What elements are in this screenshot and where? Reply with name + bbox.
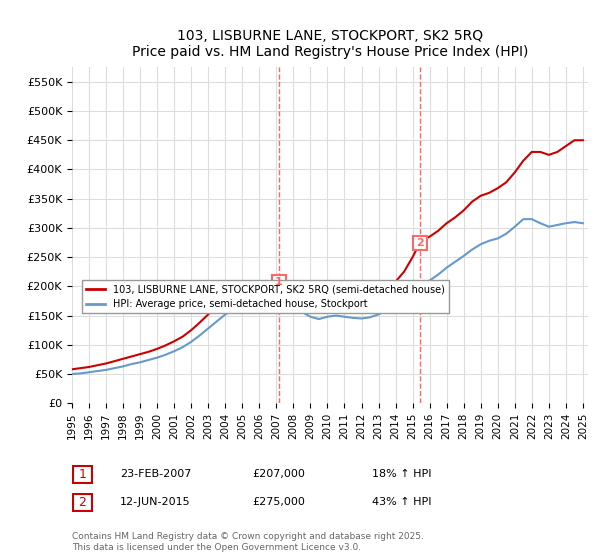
Text: Contains HM Land Registry data © Crown copyright and database right 2025.
This d: Contains HM Land Registry data © Crown c… [72, 532, 424, 552]
Title: 103, LISBURNE LANE, STOCKPORT, SK2 5RQ
Price paid vs. HM Land Registry's House P: 103, LISBURNE LANE, STOCKPORT, SK2 5RQ P… [132, 29, 528, 59]
Text: 43% ↑ HPI: 43% ↑ HPI [372, 497, 431, 507]
Text: 18% ↑ HPI: 18% ↑ HPI [372, 469, 431, 479]
FancyBboxPatch shape [73, 494, 92, 511]
Text: 23-FEB-2007: 23-FEB-2007 [120, 469, 191, 479]
Text: 1: 1 [79, 468, 86, 481]
Legend: 103, LISBURNE LANE, STOCKPORT, SK2 5RQ (semi-detached house), HPI: Average price: 103, LISBURNE LANE, STOCKPORT, SK2 5RQ (… [82, 281, 449, 313]
Text: £207,000: £207,000 [252, 469, 305, 479]
Text: £275,000: £275,000 [252, 497, 305, 507]
Text: 1: 1 [275, 277, 283, 287]
Text: 12-JUN-2015: 12-JUN-2015 [120, 497, 191, 507]
FancyBboxPatch shape [73, 466, 92, 483]
Text: 2: 2 [79, 496, 86, 509]
Text: 2: 2 [416, 237, 424, 248]
